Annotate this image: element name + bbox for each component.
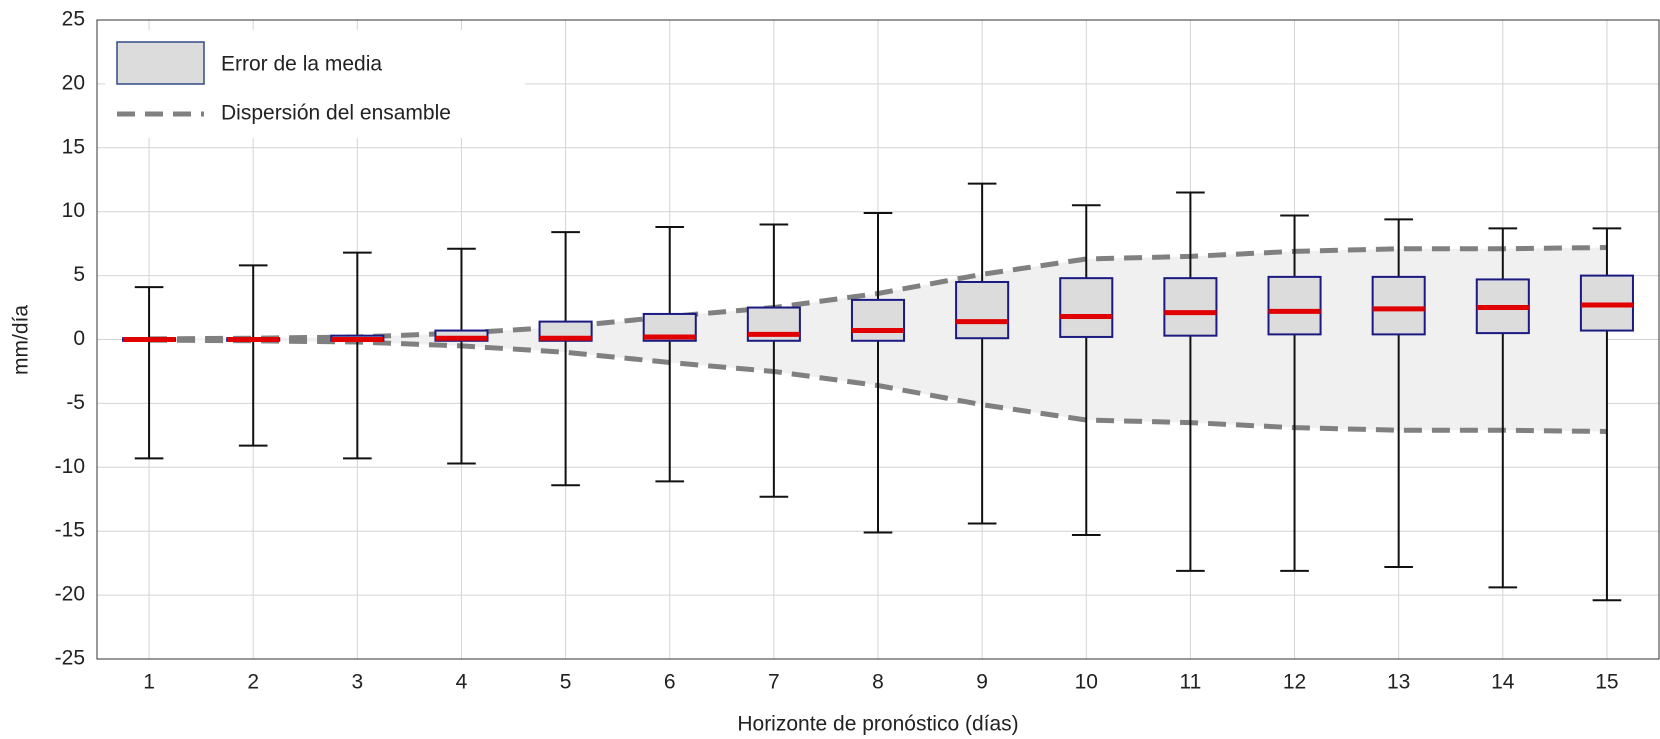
x-tick-label: 14 — [1491, 671, 1515, 694]
y-tick-label: -10 — [55, 455, 85, 478]
y-tick-label: 20 — [62, 71, 85, 94]
x-tick-label: 15 — [1595, 671, 1618, 694]
legend-label: Error de la media — [221, 53, 382, 76]
box — [1267, 275, 1322, 336]
box — [850, 298, 906, 342]
x-tick-label: 12 — [1283, 671, 1306, 694]
y-tick-label: 25 — [62, 8, 85, 31]
x-tick-label: 5 — [560, 671, 572, 694]
x-tick-label: 8 — [872, 671, 884, 694]
x-tick-label: 10 — [1075, 671, 1098, 694]
plot-frame — [96, 19, 1660, 660]
box — [434, 329, 489, 342]
y-tick-label: 0 — [73, 327, 85, 350]
y-tick-label: -25 — [55, 647, 85, 670]
x-tick-label: 4 — [456, 671, 468, 694]
y-tick-label: -5 — [66, 391, 85, 414]
legend-swatch — [116, 41, 205, 85]
y-tick-label: -15 — [55, 519, 85, 542]
box — [1163, 277, 1218, 337]
x-axis-label: Horizonte de pronóstico (días) — [737, 713, 1018, 736]
y-tick-label: 5 — [73, 263, 85, 286]
x-tick-label: 7 — [768, 671, 780, 694]
box — [1059, 277, 1114, 338]
box — [955, 280, 1010, 340]
legend-label: Dispersión del ensamble — [221, 102, 451, 125]
x-tick-label: 13 — [1387, 671, 1410, 694]
x-tick-label: 3 — [351, 671, 363, 694]
x-tick-label: 1 — [143, 671, 155, 694]
y-tick-label: 15 — [62, 135, 85, 158]
x-tick-label: 6 — [664, 671, 676, 694]
y-tick-label: 10 — [62, 199, 85, 222]
box — [1371, 275, 1426, 336]
y-tick-label: -20 — [55, 583, 85, 606]
x-tick-label: 11 — [1179, 671, 1201, 694]
x-tick-label: 9 — [976, 671, 988, 694]
y-axis-label: mm/día — [10, 305, 33, 375]
x-tick-label: 2 — [247, 671, 259, 694]
